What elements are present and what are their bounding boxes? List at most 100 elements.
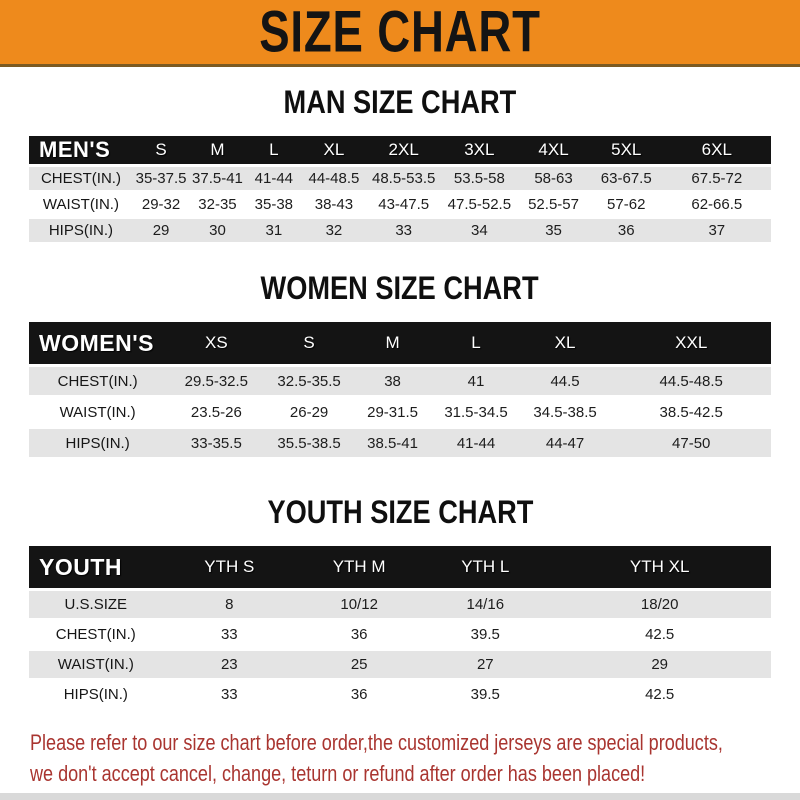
size-value: 58-63 <box>517 167 590 190</box>
size-value: 41 <box>433 367 519 395</box>
size-value: 38.5-42.5 <box>611 398 771 426</box>
size-value: 57-62 <box>589 193 663 216</box>
row-label: CHEST(IN.) <box>29 621 163 648</box>
men-header-row: MEN'S S M L XL 2XL 3XL 4XL 5XL 6XL <box>29 136 771 164</box>
size-value: 44-48.5 <box>302 167 366 190</box>
column-header: 6XL <box>662 136 771 164</box>
size-value: 48.5-53.5 <box>365 167 442 190</box>
column-header: YTH L <box>422 546 549 588</box>
size-value: 35-37.5 <box>132 167 190 190</box>
size-value: 29-31.5 <box>351 398 434 426</box>
size-value: 37 <box>662 219 771 242</box>
row-label: HIPS(IN.) <box>29 681 163 708</box>
size-value: 44-47 <box>518 429 612 457</box>
column-header: XXL <box>611 322 771 364</box>
size-value: 29-32 <box>132 193 190 216</box>
men-size-table: MEN'S S M L XL 2XL 3XL 4XL 5XL 6XL CHEST… <box>29 133 771 245</box>
size-value: 38 <box>351 367 434 395</box>
size-value: 14/16 <box>422 591 549 618</box>
column-header: XS <box>166 322 267 364</box>
column-header: L <box>433 322 519 364</box>
page-title: SIZE CHART <box>259 0 541 65</box>
size-value: 31 <box>245 219 303 242</box>
size-value: 36 <box>296 681 423 708</box>
size-value: 38-43 <box>302 193 366 216</box>
youth-section-heading: YOUTH SIZE CHART <box>0 494 800 531</box>
size-value: 18/20 <box>548 591 771 618</box>
column-header: 3XL <box>441 136 518 164</box>
column-header: YTH S <box>162 546 297 588</box>
size-value: 29.5-32.5 <box>166 367 267 395</box>
order-policy-line-2: we don't accept cancel, change, teturn o… <box>30 761 646 786</box>
size-value: 42.5 <box>548 681 771 708</box>
size-value: 35.5-38.5 <box>266 429 352 457</box>
youth-header-row: YOUTH YTH S YTH M YTH L YTH XL <box>29 546 771 588</box>
size-value: 39.5 <box>422 621 549 648</box>
size-value: 32.5-35.5 <box>266 367 352 395</box>
row-label: U.S.SIZE <box>29 591 163 618</box>
women-section-heading: WOMEN SIZE CHART <box>0 270 800 307</box>
column-header: XL <box>302 136 366 164</box>
column-header: 4XL <box>517 136 590 164</box>
women-header-row: WOMEN'S XS S M L XL XXL <box>29 322 771 364</box>
youth-size-table: YOUTH YTH S YTH M YTH L YTH XL U.S.SIZE … <box>29 543 771 711</box>
size-value: 47-50 <box>611 429 771 457</box>
size-value: 33 <box>162 621 297 648</box>
size-value: 44.5 <box>518 367 612 395</box>
row-label: CHEST(IN.) <box>29 167 133 190</box>
column-header: L <box>245 136 303 164</box>
size-value: 33-35.5 <box>166 429 267 457</box>
size-value: 31.5-34.5 <box>433 398 519 426</box>
order-policy-note: Please refer to our size chart before or… <box>30 727 800 789</box>
size-value: 33 <box>365 219 442 242</box>
man-section-heading-text: MAN SIZE CHART <box>283 84 517 120</box>
size-value: 63-67.5 <box>589 167 663 190</box>
size-value: 41-44 <box>433 429 519 457</box>
size-value: 34.5-38.5 <box>518 398 612 426</box>
size-value: 23.5-26 <box>166 398 267 426</box>
size-value: 10/12 <box>296 591 423 618</box>
size-value: 41-44 <box>245 167 303 190</box>
order-policy-line-1: Please refer to our size chart before or… <box>30 730 723 755</box>
women-size-table: WOMEN'S XS S M L XL XXL CHEST(IN.) 29.5-… <box>29 319 771 460</box>
size-value: 34 <box>441 219 518 242</box>
size-chart-banner: SIZE CHART <box>0 0 800 67</box>
size-value: 30 <box>189 219 246 242</box>
size-value: 25 <box>296 651 423 678</box>
size-value: 23 <box>162 651 297 678</box>
column-header: M <box>189 136 246 164</box>
women-section-heading-text: WOMEN SIZE CHART <box>260 270 540 306</box>
size-value: 39.5 <box>422 681 549 708</box>
size-value: 37.5-41 <box>189 167 246 190</box>
size-value: 32 <box>302 219 366 242</box>
bottom-edge-strip <box>0 793 800 800</box>
youth-section-heading-text: YOUTH SIZE CHART <box>267 494 533 530</box>
size-value: 67.5-72 <box>662 167 771 190</box>
column-header: XL <box>518 322 612 364</box>
row-label: WAIST(IN.) <box>29 193 133 216</box>
man-section-heading: MAN SIZE CHART <box>0 84 800 121</box>
row-label: HIPS(IN.) <box>29 219 133 242</box>
size-value: 35 <box>517 219 590 242</box>
men-table-title: MEN'S <box>29 136 133 164</box>
size-value: 43-47.5 <box>365 193 442 216</box>
size-value: 29 <box>132 219 190 242</box>
size-value: 42.5 <box>548 621 771 648</box>
row-label: WAIST(IN.) <box>29 398 167 426</box>
row-label: WAIST(IN.) <box>29 651 163 678</box>
size-value: 47.5-52.5 <box>441 193 518 216</box>
column-header: 5XL <box>589 136 663 164</box>
women-waist-row: WAIST(IN.) 23.5-26 26-29 29-31.5 31.5-34… <box>29 398 771 426</box>
youth-waist-row: WAIST(IN.) 23 25 27 29 <box>29 651 771 678</box>
men-waist-row: WAIST(IN.) 29-32 32-35 35-38 38-43 43-47… <box>29 193 771 216</box>
size-value: 52.5-57 <box>517 193 590 216</box>
column-header: YTH XL <box>548 546 771 588</box>
size-value: 62-66.5 <box>662 193 771 216</box>
women-table-title: WOMEN'S <box>29 322 167 364</box>
youth-ussize-row: U.S.SIZE 8 10/12 14/16 18/20 <box>29 591 771 618</box>
column-header: YTH M <box>296 546 423 588</box>
size-value: 32-35 <box>189 193 246 216</box>
size-value: 35-38 <box>245 193 303 216</box>
column-header: M <box>351 322 434 364</box>
size-value: 36 <box>589 219 663 242</box>
